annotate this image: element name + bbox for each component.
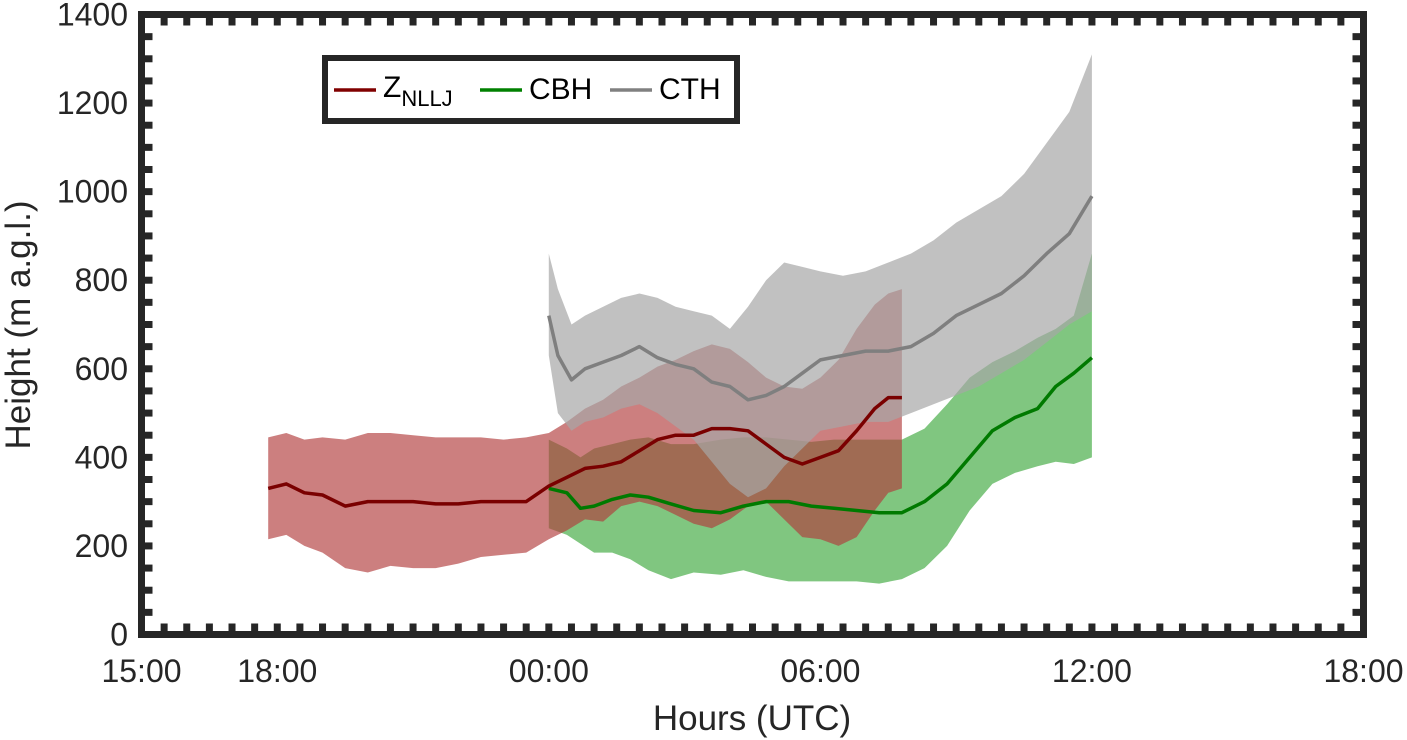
x-tick-label: 15:00 xyxy=(101,653,181,689)
x-tick-labels: 15:00 18:00 00:00 06:00 12:00 18:00 xyxy=(101,653,1403,689)
x-tick-label: 00:00 xyxy=(509,653,589,689)
x-axis-label: Hours (UTC) xyxy=(653,699,851,738)
x-tick-label: 12:00 xyxy=(1052,653,1132,689)
y-tick-label: 200 xyxy=(75,528,128,564)
x-tick-label: 18:00 xyxy=(237,653,317,689)
series-lines xyxy=(267,195,1094,515)
legend-label-cbh: CBH xyxy=(529,73,592,106)
line-nllj xyxy=(267,395,902,508)
band-cth xyxy=(548,54,1092,498)
line-cth xyxy=(547,195,1094,402)
plot-frame xyxy=(138,11,1367,638)
y-tick-labels: 0 200 400 600 800 1000 1200 1400 xyxy=(57,0,128,653)
legend: ZNLLJ CBH CTH xyxy=(322,55,740,124)
y-tick-label: 1000 xyxy=(57,174,128,210)
x-tick-label: 06:00 xyxy=(780,653,860,689)
y-tick-label: 0 xyxy=(110,617,128,653)
y-tick-label: 1400 xyxy=(57,0,128,33)
x-tick-label: 18:00 xyxy=(1323,653,1403,689)
y-tick-label: 800 xyxy=(75,262,128,298)
y-tick-label: 1200 xyxy=(57,85,128,121)
legend-box xyxy=(322,55,740,124)
legend-label-nllj-main: Z xyxy=(383,71,401,104)
line-cbh xyxy=(548,356,1094,515)
legend-label-cth: CTH xyxy=(659,73,721,106)
legend-label-nllj-sub: NLLJ xyxy=(401,86,452,111)
y-tick-label: 400 xyxy=(75,439,128,475)
y-axis-label: Height (m a.g.l.) xyxy=(0,201,38,450)
y-tick-label: 600 xyxy=(75,351,128,387)
legend-label-nllj: ZNLLJ xyxy=(383,71,453,111)
